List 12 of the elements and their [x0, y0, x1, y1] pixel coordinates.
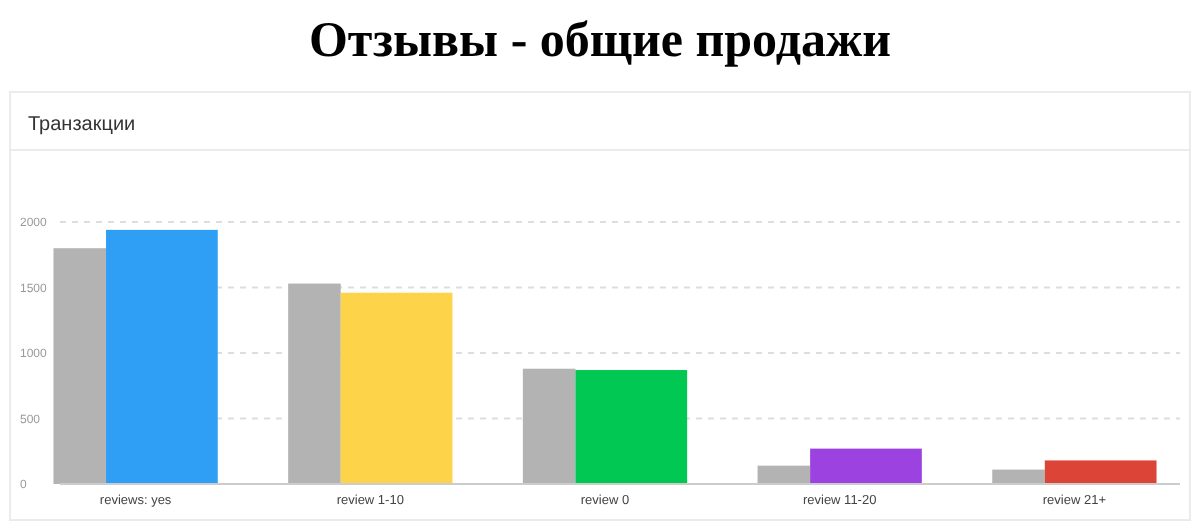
bar — [757, 465, 811, 484]
bar — [522, 368, 576, 484]
chart-subtitle: Транзакции — [28, 114, 136, 136]
bar — [53, 248, 107, 484]
bar — [810, 448, 922, 484]
bar — [1044, 460, 1157, 484]
bar — [106, 229, 218, 484]
bar — [288, 283, 341, 484]
bar — [340, 292, 453, 484]
bar — [992, 469, 1045, 484]
bar — [575, 370, 688, 484]
chart-title: Отзывы - общие продажи — [308, 14, 892, 68]
